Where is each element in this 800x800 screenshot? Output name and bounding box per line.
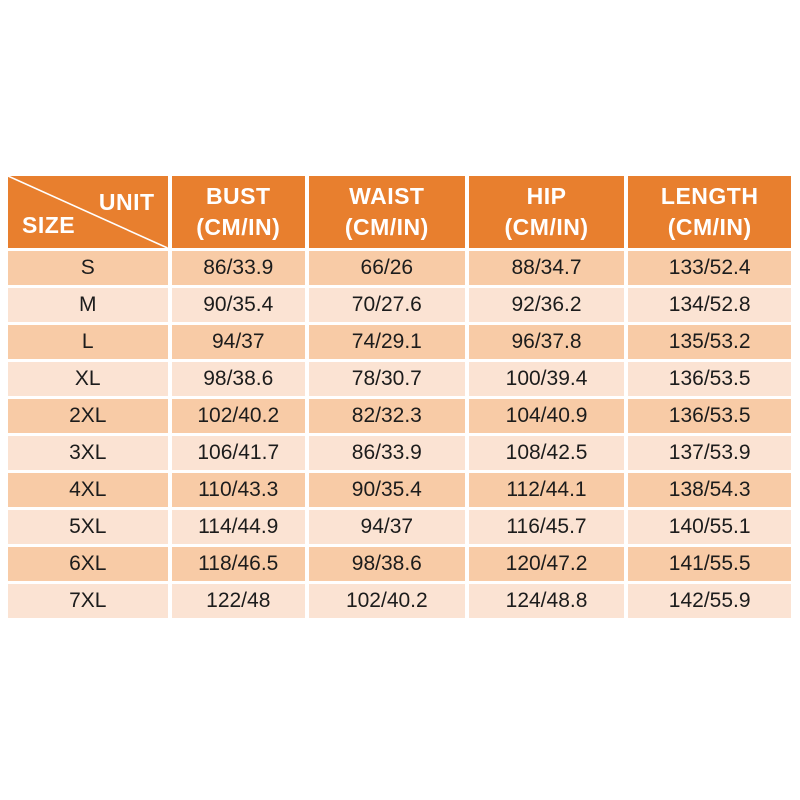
length-cell: 137/53.9: [628, 436, 791, 470]
hip-cell: 104/40.9: [468, 399, 625, 433]
column-unit: (CM/IN): [504, 214, 589, 240]
size-cell: 5XL: [8, 510, 168, 544]
length-cell: 141/55.5: [628, 547, 791, 581]
waist-cell: 66/26: [308, 251, 465, 285]
diagonal-divider-icon: [8, 176, 168, 248]
bust-cell: 122/48: [171, 584, 305, 618]
bust-cell: 114/44.9: [171, 510, 305, 544]
column-unit: (CM/IN): [196, 214, 281, 240]
waist-cell: 102/40.2: [308, 584, 465, 618]
table-row: 4XL 110/43.3 90/35.4 112/44.1 138/54.3: [8, 473, 791, 507]
table-row: L 94/37 74/29.1 96/37.8 135/53.2: [8, 325, 791, 359]
size-cell: 3XL: [8, 436, 168, 470]
column-label: HIP: [526, 182, 567, 209]
waist-cell: 70/27.6: [308, 288, 465, 322]
bust-cell: 98/38.6: [171, 362, 305, 396]
column-label: LENGTH: [660, 182, 759, 209]
waist-cell: 78/30.7: [308, 362, 465, 396]
size-cell: 4XL: [8, 473, 168, 507]
bust-cell: 118/46.5: [171, 547, 305, 581]
column-label: BUST: [205, 182, 271, 209]
length-cell: 138/54.3: [628, 473, 791, 507]
hip-cell: 120/47.2: [468, 547, 625, 581]
hip-cell: 88/34.7: [468, 251, 625, 285]
size-cell: XL: [8, 362, 168, 396]
bust-cell: 86/33.9: [171, 251, 305, 285]
hip-cell: 124/48.8: [468, 584, 625, 618]
hip-cell: 100/39.4: [468, 362, 625, 396]
table-row: 3XL 106/41.7 86/33.9 108/42.5 137/53.9: [8, 436, 791, 470]
column-header-length: LENGTH (CM/IN): [628, 176, 791, 248]
table-row: M 90/35.4 70/27.6 92/36.2 134/52.8: [8, 288, 791, 322]
length-cell: 134/52.8: [628, 288, 791, 322]
table-row: XL 98/38.6 78/30.7 100/39.4 136/53.5: [8, 362, 791, 396]
table-row: 6XL 118/46.5 98/38.6 120/47.2 141/55.5: [8, 547, 791, 581]
length-cell: 136/53.5: [628, 399, 791, 433]
waist-cell: 82/32.3: [308, 399, 465, 433]
waist-cell: 94/37: [308, 510, 465, 544]
column-header-bust: BUST (CM/IN): [171, 176, 305, 248]
length-cell: 136/53.5: [628, 362, 791, 396]
bust-cell: 94/37: [171, 325, 305, 359]
table-row: 2XL 102/40.2 82/32.3 104/40.9 136/53.5: [8, 399, 791, 433]
hip-cell: 92/36.2: [468, 288, 625, 322]
hip-cell: 112/44.1: [468, 473, 625, 507]
size-cell: 7XL: [8, 584, 168, 618]
table-row: S 86/33.9 66/26 88/34.7 133/52.4: [8, 251, 791, 285]
size-cell: 2XL: [8, 399, 168, 433]
table-row: 5XL 114/44.9 94/37 116/45.7 140/55.1: [8, 510, 791, 544]
length-cell: 142/55.9: [628, 584, 791, 618]
waist-cell: 86/33.9: [308, 436, 465, 470]
length-cell: 133/52.4: [628, 251, 791, 285]
bust-cell: 106/41.7: [171, 436, 305, 470]
waist-cell: 90/35.4: [308, 473, 465, 507]
column-header-hip: HIP (CM/IN): [468, 176, 625, 248]
size-cell: 6XL: [8, 547, 168, 581]
corner-size-label: SIZE: [22, 211, 76, 238]
size-chart-table: UNIT SIZE BUST (CM/IN) WAIST (CM/IN) HIP…: [4, 173, 795, 621]
length-cell: 140/55.1: [628, 510, 791, 544]
corner-header-cell: UNIT SIZE: [8, 176, 168, 248]
size-cell: L: [8, 325, 168, 359]
hip-cell: 116/45.7: [468, 510, 625, 544]
hip-cell: 96/37.8: [468, 325, 625, 359]
size-chart: UNIT SIZE BUST (CM/IN) WAIST (CM/IN) HIP…: [4, 173, 795, 621]
corner-unit-label: UNIT: [98, 189, 155, 215]
bust-cell: 110/43.3: [171, 473, 305, 507]
table-row: 7XL 122/48 102/40.2 124/48.8 142/55.9: [8, 584, 791, 618]
column-label: WAIST: [349, 182, 425, 209]
waist-cell: 74/29.1: [308, 325, 465, 359]
length-cell: 135/53.2: [628, 325, 791, 359]
column-header-waist: WAIST (CM/IN): [308, 176, 465, 248]
size-cell: M: [8, 288, 168, 322]
column-unit: (CM/IN): [667, 214, 752, 240]
bust-cell: 102/40.2: [171, 399, 305, 433]
header-row: UNIT SIZE BUST (CM/IN) WAIST (CM/IN) HIP…: [8, 176, 791, 248]
waist-cell: 98/38.6: [308, 547, 465, 581]
size-cell: S: [8, 251, 168, 285]
column-unit: (CM/IN): [344, 214, 429, 240]
hip-cell: 108/42.5: [468, 436, 625, 470]
bust-cell: 90/35.4: [171, 288, 305, 322]
